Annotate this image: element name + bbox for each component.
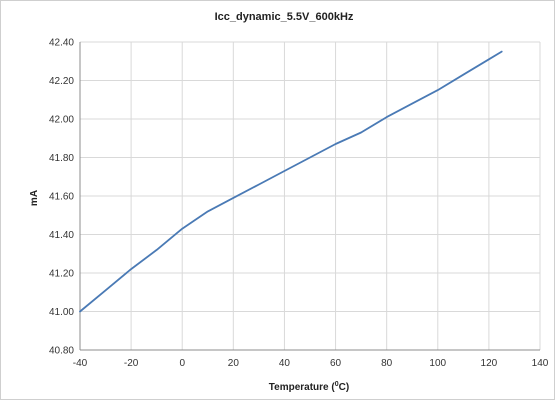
y-axis-label: mA <box>29 190 40 206</box>
x-tick-label: 60 <box>330 358 342 369</box>
y-tick-label: 40.80 <box>49 346 74 357</box>
y-tick-label: 41.80 <box>49 153 74 164</box>
chart-title: Icc_dynamic_5.5V_600kHz <box>215 11 354 23</box>
x-tick-label: 140 <box>532 358 549 369</box>
series-layer <box>79 50 503 313</box>
y-tick-label: 42.00 <box>49 115 74 126</box>
axis-layer <box>79 42 540 351</box>
y-tick-label: 41.20 <box>49 269 74 280</box>
x-axis-label-main: Temperature ( <box>269 382 336 393</box>
y-tick-label: 41.60 <box>49 192 74 203</box>
y-tick-label: 41.40 <box>49 230 74 241</box>
x-tick-label: 20 <box>228 358 240 369</box>
x-tick-label: -20 <box>124 358 139 369</box>
x-tick-label: 40 <box>279 358 291 369</box>
x-tick-label: 80 <box>381 358 393 369</box>
y-tick-labels: 40.80 41.00 41.20 41.40 41.60 41.80 42.00 42.20… <box>49 38 74 357</box>
x-axis-label-superscript: 0 <box>335 381 339 388</box>
x-tick-label: 100 <box>429 358 446 369</box>
y-tick-label: 42.40 <box>49 38 74 49</box>
y-tick-label: 41.00 <box>49 307 74 318</box>
x-tick-label: 120 <box>481 358 498 369</box>
x-tick-labels: -40 -20 0 20 40 60 80 100 120 140 <box>73 358 549 369</box>
x-tick-label: 0 <box>179 358 185 369</box>
grid-layer <box>79 41 541 351</box>
y-tick-label: 42.20 <box>49 76 74 87</box>
series-line <box>79 50 503 313</box>
x-axis-label: Temperature (0C) <box>269 381 349 393</box>
x-tick-label: -40 <box>73 358 88 369</box>
x-axis-label-tail: C) <box>339 382 350 393</box>
